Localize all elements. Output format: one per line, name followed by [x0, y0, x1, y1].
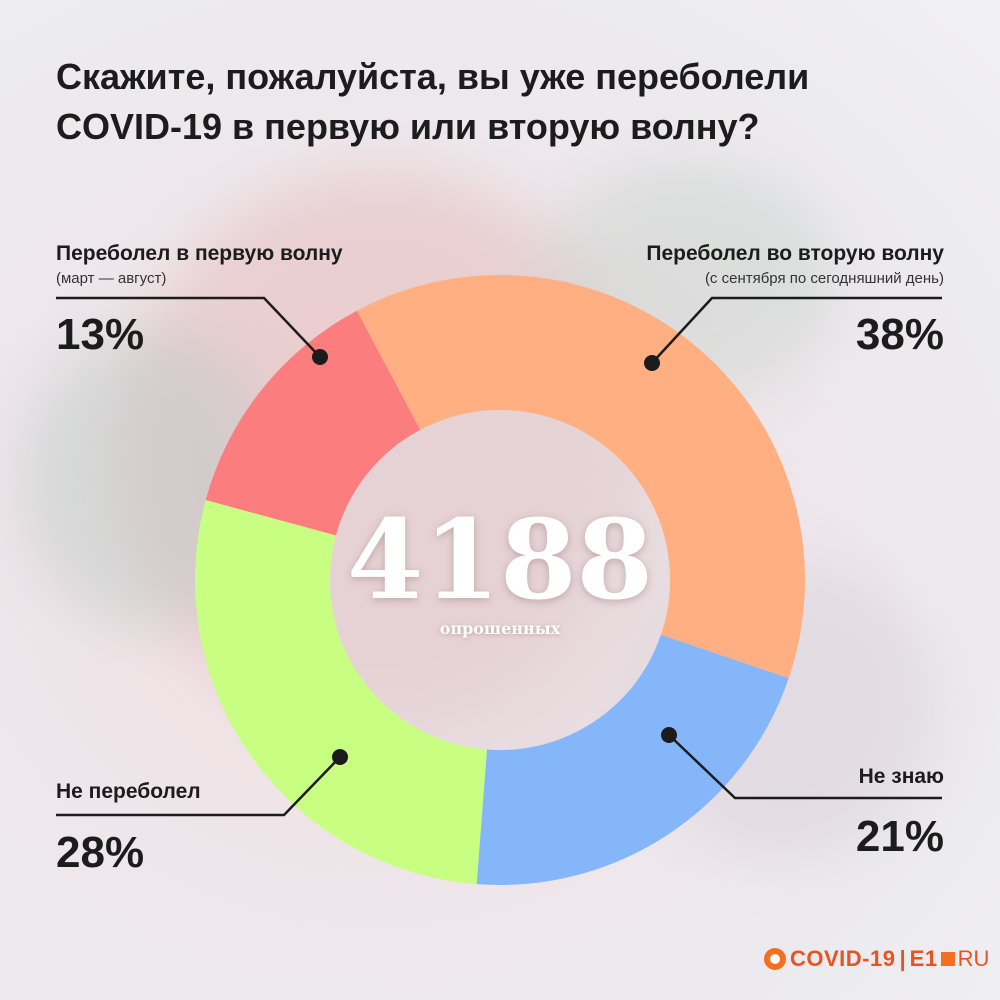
pct-not-sick: 28% [56, 828, 145, 877]
pct-dont-know: 21% [855, 812, 944, 861]
donut-hole [330, 410, 670, 750]
leader-dot-not-sick [332, 749, 348, 765]
logo-dot-icon [940, 952, 955, 966]
leader-line-not-sick [56, 756, 341, 817]
leader-dot-dont-know [661, 727, 677, 743]
logo-separator: | [899, 946, 906, 971]
label-first-wave: Переболел в первую волну [56, 242, 343, 265]
logo-ru-text: RU [957, 946, 990, 971]
label-second-wave: Переболел во вторую волну [646, 242, 944, 265]
leader-line-first-wave [56, 296, 321, 358]
brand-logo: COVID-19 | E1 RU [764, 944, 989, 974]
pct-first-wave: 13% [56, 310, 145, 359]
label-not-sick: Не переболел [56, 780, 201, 803]
virus-icon [764, 948, 786, 970]
pct-second-wave: 38% [855, 310, 944, 359]
total-caption: опрошенных [439, 619, 561, 638]
leader-dot-second-wave [644, 355, 660, 371]
donut-slice [195, 500, 487, 885]
chart-title: Скажите, пожалуйста, вы уже переболели C… [56, 56, 810, 147]
label-dont-know: Не знаю [858, 765, 944, 788]
logo-e1-text: E1 [909, 946, 938, 971]
total-respondents: 4188 [346, 495, 654, 624]
sublabel-first-wave: (март — август) [56, 270, 167, 287]
sublabel-second-wave: (с сентября по сегодняшний день) [704, 270, 944, 287]
donut-slice [356, 275, 805, 679]
leader-line-second-wave [651, 296, 942, 364]
leader-line-dont-know [668, 734, 942, 800]
logo-covid-text: COVID-19 [790, 946, 896, 971]
donut-slice [205, 310, 421, 536]
leader-dot-first-wave [312, 349, 328, 365]
donut-slice [476, 634, 789, 885]
